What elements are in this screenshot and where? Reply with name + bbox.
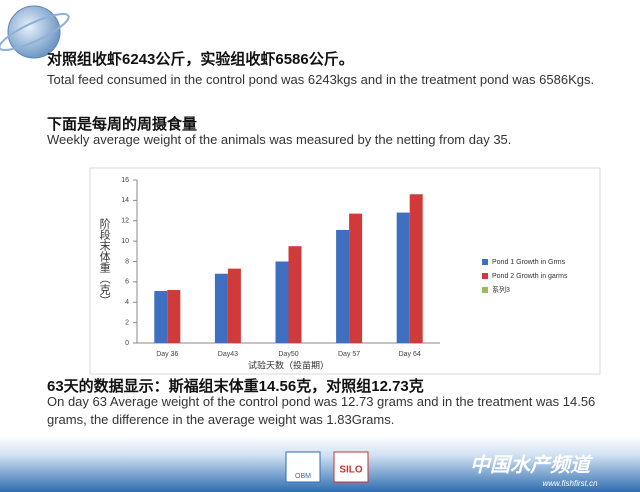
- legend-swatch: [482, 273, 488, 279]
- bar: [336, 229, 350, 343]
- logo-box: [285, 451, 321, 483]
- x-tick-label: Day 36: [156, 351, 178, 358]
- bar: [409, 194, 423, 343]
- x-tick-label: Day 64: [399, 351, 421, 358]
- y-axis-label: 阶段末体重（克）: [98, 217, 111, 306]
- y-tick-label: 4: [125, 299, 129, 306]
- legend-label: Pond 1 Growth in Grms: [492, 259, 566, 266]
- legend-swatch: [482, 259, 488, 265]
- chart: 0 2 4 6 8 10 12 14 16 Day 36 Day43 Day50 Day 57 Day 6…: [98, 177, 568, 371]
- heading: 下面是每周的周摄食量: [47, 116, 198, 133]
- y-tick-label: 14: [121, 197, 129, 204]
- legend-label: Pond 2 Growth in garms: [492, 273, 568, 280]
- paragraph: Total feed consumed in the control pond …: [47, 72, 595, 87]
- heading: 63天的数据显示：斯福组末体重14.56克，对照组12.73克: [47, 378, 424, 395]
- bar: [227, 268, 241, 343]
- globe-logo: [7, 5, 61, 59]
- legend-swatch: [482, 287, 488, 293]
- bar: [275, 261, 289, 343]
- heading: 对照组收虾6243公斤，实验组收虾6586公斤。: [47, 51, 354, 68]
- bar: [396, 212, 410, 343]
- x-axis-label: 试验天数（投苗期）: [248, 359, 329, 370]
- footer-brand: 中国水产频道: [470, 453, 593, 476]
- x-tick-label: Day50: [278, 351, 298, 358]
- legend-label: 系列3: [492, 285, 510, 294]
- y-tick-label: 0: [125, 340, 129, 347]
- bar: [214, 273, 228, 343]
- y-tick-label: 16: [121, 177, 129, 184]
- globe-ring: [0, 12, 70, 52]
- paragraph: On day 63 Average weight of the control …: [47, 394, 596, 427]
- y-tick-label: 12: [121, 218, 129, 225]
- bar: [154, 291, 168, 343]
- logo-text: OBM: [295, 473, 311, 480]
- footer-url: www.fishfirst.cn: [542, 479, 598, 488]
- logo-text: SILO: [339, 465, 363, 476]
- y-tick-label: 2: [125, 319, 129, 326]
- y-tick-label: 8: [125, 258, 129, 265]
- x-tick-label: Day43: [218, 351, 238, 358]
- y-tick-label: 6: [125, 279, 129, 286]
- bar: [288, 246, 302, 343]
- y-tick-label: 10: [121, 238, 129, 245]
- logo-box: [333, 451, 369, 483]
- paragraph: Weekly average weight of the animals was…: [47, 132, 512, 147]
- bar: [167, 290, 181, 343]
- bar: [349, 213, 363, 343]
- x-tick-label: Day 57: [338, 351, 360, 358]
